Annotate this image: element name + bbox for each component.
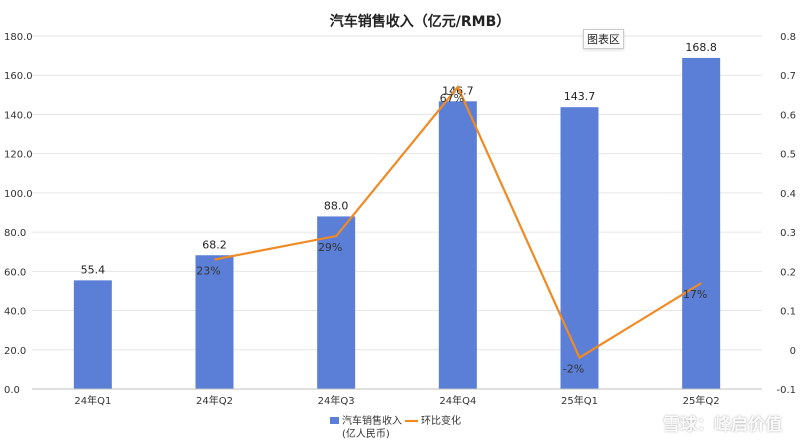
- y-left-tick-label: 180.0: [4, 32, 33, 43]
- y-axis-left: 0.0 20.0 40.0 60.0 80.0 100.0 120.0 140.0 160.0 1…: [4, 32, 33, 396]
- y-right-tick-label: 0: [790, 346, 796, 357]
- bar: [560, 107, 599, 390]
- y-left-tick-label: 120.0: [4, 150, 33, 161]
- line-point-label: -2%: [563, 363, 584, 376]
- y-left-tick-label: 160.0: [4, 71, 33, 82]
- bar: [317, 216, 356, 389]
- y-right-tick-label: 0.5: [780, 150, 796, 161]
- y-right-tick-label: 0.2: [780, 267, 796, 278]
- legend-label-line: 环比变化: [421, 414, 461, 427]
- x-tick-label: 24年Q3: [318, 394, 355, 407]
- y-left-tick-label: 60.0: [4, 267, 26, 278]
- y-right-tick-label: -0.1: [776, 385, 796, 396]
- line-point-label: 67%: [440, 92, 464, 105]
- y-left-tick-label: 0.0: [4, 385, 20, 396]
- legend-label-bar: 汽车销售收入: [342, 414, 402, 427]
- bar-value-label: 88.0: [324, 199, 349, 212]
- line-series: 23% 29% 67% -2% 17%: [196, 84, 707, 376]
- y-right-tick-label: 0.3: [780, 228, 796, 239]
- bar-series: 55.4 68.2 88.0 146.7 143.7 168.8: [73, 41, 721, 390]
- bar: [195, 255, 234, 389]
- line-point-label: 23%: [196, 265, 220, 278]
- y-right-tick-label: 0.7: [780, 71, 796, 82]
- bar-value-label: 55.4: [81, 263, 106, 276]
- y-right-tick-label: 0.6: [780, 110, 796, 121]
- x-tick-label: 25年Q2: [683, 394, 720, 407]
- y-left-tick-label: 140.0: [4, 110, 33, 121]
- chart-area-tooltip: 图表区: [583, 29, 624, 49]
- line-point-label: 17%: [683, 288, 707, 301]
- x-tick-label: 24年Q2: [196, 394, 233, 407]
- legend-swatch-bar: [330, 417, 339, 424]
- line-path: [214, 84, 702, 360]
- x-tick-label: 25年Q1: [561, 394, 598, 407]
- gridlines: [32, 35, 762, 390]
- x-tick-label: 24年Q4: [439, 394, 476, 407]
- bar-value-label: 143.7: [564, 90, 596, 103]
- bar-value-label: 168.8: [685, 41, 717, 54]
- legend: 汽车销售收入(亿人民币) 环比变化: [330, 414, 461, 440]
- chart-title: 汽车销售收入（亿元/RMB）: [330, 13, 511, 30]
- y-axis-right: -0.1 0 0.1 0.2 0.3 0.4 0.5 0.6 0.7 0.8: [776, 32, 796, 396]
- legend-label-bar-unit: (亿人民币): [342, 427, 390, 440]
- snowball-logo-icon: [586, 405, 608, 427]
- bar: [682, 57, 721, 389]
- y-right-tick-label: 0.1: [780, 307, 796, 318]
- bar: [438, 101, 477, 390]
- x-tick-label: 24年Q1: [74, 394, 111, 407]
- y-left-tick-label: 100.0: [4, 189, 33, 200]
- y-right-tick-label: 0.4: [780, 189, 796, 200]
- bar-value-label: 68.2: [202, 238, 227, 251]
- y-left-tick-label: 80.0: [4, 228, 26, 239]
- line-point-label: 29%: [318, 241, 342, 254]
- y-right-tick-label: 0.8: [780, 32, 796, 43]
- watermark: 雪球：峰启价值: [663, 415, 782, 435]
- bar: [73, 280, 112, 389]
- bar-value-label: 146.7: [442, 84, 474, 97]
- y-left-tick-label: 40.0: [4, 307, 26, 318]
- x-axis: 24年Q1 24年Q2 24年Q3 24年Q4 25年Q1 25年Q2: [32, 388, 762, 407]
- y-left-tick-label: 20.0: [4, 346, 26, 357]
